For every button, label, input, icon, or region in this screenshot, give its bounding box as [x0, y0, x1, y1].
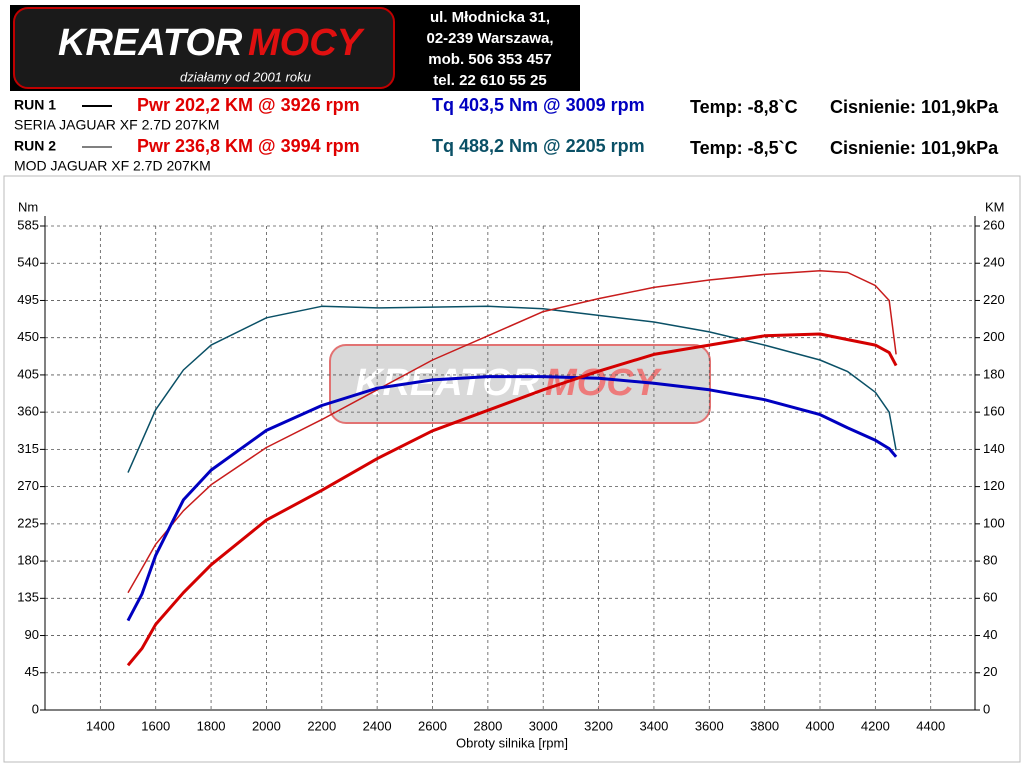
y2-tick-label: 200: [983, 329, 1005, 344]
series-line: [126, 332, 898, 667]
y-tick-label: 585: [17, 217, 39, 232]
y-tick-label: 450: [17, 329, 39, 344]
address-line: mob. 506 353 457: [428, 51, 551, 68]
series-line: [127, 305, 897, 473]
y-tick-label: 225: [17, 515, 39, 530]
x-tick-label: 2600: [418, 718, 447, 733]
series-line: [126, 375, 898, 622]
y2-tick-label: 260: [983, 217, 1005, 232]
run-torque: Tq 488,2 Nm @ 2205 rpm: [432, 136, 645, 156]
run-power: Pwr 236,8 KM @ 3994 rpm: [137, 136, 360, 156]
y-tick-label: 180: [17, 553, 39, 568]
y-tick-label: 405: [17, 366, 39, 381]
x-tick-label: 2200: [307, 718, 336, 733]
chart-frame: [3, 175, 1021, 763]
y2-tick-label: 40: [983, 627, 997, 642]
y2-axis-label: KM: [985, 199, 1005, 214]
y2-tick-label: 180: [983, 366, 1005, 381]
x-tick-label: 1800: [197, 718, 226, 733]
x-tick-label: 3600: [695, 718, 724, 733]
y-tick-label: 360: [17, 404, 39, 419]
y-tick-label: 495: [17, 292, 39, 307]
y-tick-label: 90: [25, 627, 39, 642]
series-line: [127, 269, 897, 594]
run-info: RUN 1 Pwr 202,2 KM @ 3926 rpm Tq 403,5 Nm …: [14, 95, 999, 174]
y2-tick-label: 160: [983, 404, 1005, 419]
y2-tick-label: 0: [983, 701, 990, 716]
x-tick-label: 3000: [529, 718, 558, 733]
y2-tick-label: 80: [983, 553, 997, 568]
y-tick-label: 135: [17, 590, 39, 605]
x-tick-label: 3800: [750, 718, 779, 733]
run-pressure: Cisnienie: 101,9kPa: [830, 138, 999, 158]
x-tick-label: 3400: [639, 718, 668, 733]
address: ul. Młodnicka 31, 02-239 Warszawa, mob. 50…: [426, 9, 553, 89]
run-torque: Tq 403,5 Nm @ 3009 rpm: [432, 95, 645, 115]
x-tick-label: 1400: [86, 718, 115, 733]
x-tick-label: 3200: [584, 718, 613, 733]
logo-tagline: działamy od 2001 roku: [180, 69, 311, 84]
x-tick-label: 2400: [363, 718, 392, 733]
y2-tick-label: 20: [983, 664, 997, 679]
address-line: 02-239 Warszawa,: [426, 30, 553, 47]
y2-tick-label: 60: [983, 590, 997, 605]
x-tick-label: 4000: [806, 718, 835, 733]
logo-text: KREATOR: [58, 22, 243, 64]
logo-box: [13, 7, 395, 89]
y-tick-label: 0: [32, 701, 39, 716]
x-tick-label: 2000: [252, 718, 281, 733]
x-tick-label: 4200: [861, 718, 890, 733]
run-label: RUN 2: [14, 138, 56, 154]
y-tick-label: 45: [25, 664, 39, 679]
run-pressure: Cisnienie: 101,9kPa: [830, 97, 999, 117]
address-line: tel. 22 610 55 25: [433, 72, 546, 89]
run-temp: Temp: -8,5`C: [690, 138, 798, 158]
y-axis-label: Nm: [18, 199, 38, 214]
address-line: ul. Młodnicka 31,: [430, 9, 550, 26]
y2-tick-label: 100: [983, 515, 1005, 530]
logo-text-accent: MOCY: [248, 22, 366, 64]
y2-tick-label: 140: [983, 441, 1005, 456]
y-tick-label: 315: [17, 441, 39, 456]
run-label: RUN 1: [14, 97, 56, 113]
x-tick-label: 1600: [141, 718, 170, 733]
x-axis-label: Obroty silnika [rpm]: [456, 735, 568, 750]
y-tick-label: 540: [17, 255, 39, 270]
watermark-text: KREATOR: [355, 362, 540, 404]
run-description: SERIA JAGUAR XF 2.7D 207KM: [14, 117, 219, 133]
y-tick-label: 270: [17, 478, 39, 493]
y2-tick-label: 220: [983, 292, 1005, 307]
y2-tick-label: 240: [983, 255, 1005, 270]
run-temp: Temp: -8,8`C: [690, 97, 798, 117]
x-tick-label: 4400: [916, 718, 945, 733]
x-tick-label: 2800: [473, 718, 502, 733]
run-description: MOD JAGUAR XF 2.7D 207KM: [14, 158, 211, 174]
plot: 1400 1600 1800 2000 2200 2400 2600 2800 3000 3200…: [17, 199, 1004, 750]
run-power: Pwr 202,2 KM @ 3926 rpm: [137, 95, 360, 115]
y2-tick-label: 120: [983, 478, 1005, 493]
